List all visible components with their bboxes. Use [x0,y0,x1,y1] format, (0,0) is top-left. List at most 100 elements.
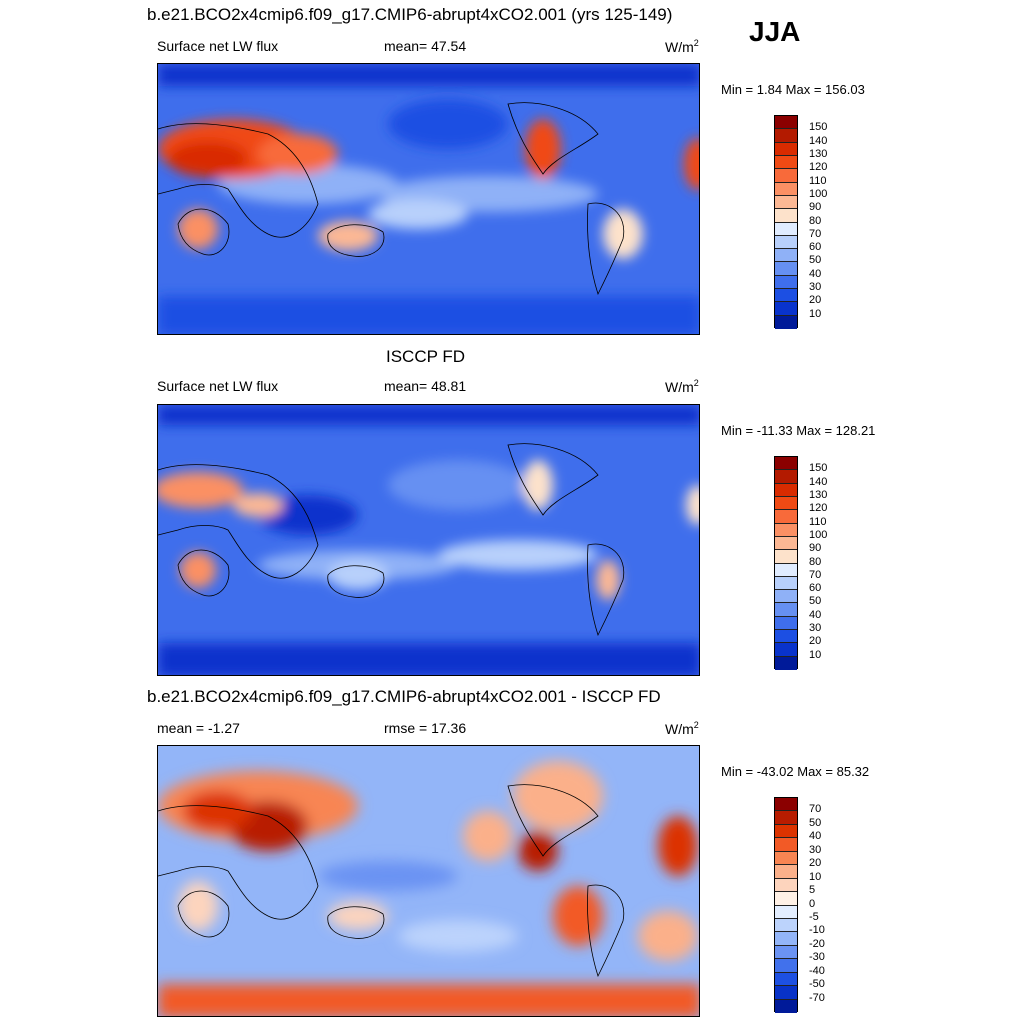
colorbar-tick-label: 50 [809,254,822,267]
colorbar-segment [775,616,797,631]
colorbar-tick-label: 40 [809,267,822,280]
colorbar-tick-label: 150 [809,462,828,475]
panel3-rmse-label: rmse = 17.36 [384,720,467,736]
colorbar-tick-label: 60 [809,582,822,595]
colorbar-segment [775,838,797,852]
panel2-units: W/m2 [665,378,699,395]
colorbar-tick-label: 5 [809,884,816,897]
colorbar-segment [775,222,797,236]
colorbar-segment [775,275,797,290]
colorbar-segment [775,590,797,604]
colorbar-tick-label: 110 [809,515,827,528]
panel3-mean-label: mean = -1.27 [157,720,240,736]
colorbar-tick-label: 10 [809,648,822,661]
colorbar-segment [775,824,797,839]
colorbar-tick-label: 140 [809,475,828,488]
colorbar-tick-label: 80 [809,555,822,568]
panel2-colorbar [774,456,798,670]
colorbar-segment [775,798,797,812]
colorbar-segment [775,932,797,946]
colorbar-tick-label: 20 [809,294,822,307]
colorbar-segment [775,878,797,893]
colorbar-tick-label: 20 [809,857,822,870]
colorbar-tick-label: 30 [809,281,822,294]
colorbar-segment [775,918,797,933]
colorbar-tick-label: 100 [809,187,828,200]
panel3-minmax: Min = -43.02 Max = 85.32 [721,764,870,779]
colorbar-segment [775,865,797,879]
colorbar-segment [775,169,797,183]
colorbar-tick-label: 80 [809,214,822,227]
colorbar-segment [775,851,797,866]
colorbar-tick-label: 30 [809,622,822,635]
panel1-mean-label: mean= 47.54 [384,38,467,54]
colorbar-segment [775,182,797,196]
colorbar-segment [775,892,797,906]
colorbar-tick-label: 70 [809,568,822,581]
colorbar-segment [775,656,797,670]
colorbar-segment [775,523,797,537]
colorbar-tick-label: -30 [809,951,825,964]
panel1-map [157,63,700,335]
colorbar-tick-label: 30 [809,843,822,856]
colorbar-segment [775,905,797,919]
colorbar-segment [775,945,797,960]
colorbar-tick-label: 20 [809,635,822,648]
colorbar-tick-label: -20 [809,937,825,950]
panel1-units: W/m2 [665,38,699,55]
colorbar-segment [775,142,797,156]
colorbar-segment [775,195,797,210]
colorbar-tick-label: 10 [809,870,822,883]
panel2-title: ISCCP FD [386,347,466,366]
season-label: JJA [749,16,801,47]
colorbar-segment [775,249,797,263]
colorbar-segment [775,986,797,1000]
colorbar-tick-label: 50 [809,816,822,829]
colorbar-segment [775,563,797,577]
panel1-title: b.e21.BCO2x4cmip6.f09_g17.CMIP6-abrupt4x… [147,5,673,24]
colorbar-segment [775,603,797,617]
colorbar-segment [775,209,797,223]
colorbar-tick-label: 150 [809,121,828,134]
colorbar-tick-label: 90 [809,201,822,214]
colorbar-tick-label: 60 [809,241,822,254]
colorbar-segment [775,496,797,511]
colorbar-tick-label: 90 [809,542,822,555]
colorbar-tick-label: 70 [809,227,822,240]
colorbar-segment [775,470,797,484]
colorbar-tick-label: 110 [809,174,827,187]
panel2-minmax: Min = -11.33 Max = 128.21 [721,423,876,438]
panel1-minmax: Min = 1.84 Max = 156.03 [721,82,865,97]
panel2-variable-label: Surface net LW flux [157,378,279,394]
colorbar-segment [775,262,797,276]
colorbar-segment [775,315,797,329]
colorbar-tick-label: 130 [809,488,828,501]
colorbar-tick-label: 0 [809,897,816,910]
colorbar-segment [775,457,797,471]
colorbar-tick-label: 10 [809,307,822,320]
colorbar-tick-label: -70 [809,991,825,1004]
colorbar-tick-label: 140 [809,134,828,147]
panel1-colorbar [774,115,798,329]
colorbar-segment [775,643,797,657]
colorbar-tick-label: 40 [809,830,822,843]
panel1-variable-label: Surface net LW flux [157,38,279,54]
colorbar-tick-label: -40 [809,964,825,977]
colorbar-segment [775,536,797,551]
panel2-map [157,404,700,676]
colorbar-tick-label: 40 [809,608,822,621]
colorbar-segment [775,972,797,987]
colorbar-segment [775,155,797,170]
colorbar-tick-label: -10 [809,924,825,937]
colorbar-tick-label: -50 [809,978,825,991]
panel3-map [157,745,700,1017]
colorbar-segment [775,129,797,143]
colorbar-segment [775,630,797,644]
panel3-colorbar [774,797,798,1013]
colorbar-segment [775,289,797,303]
panel3-units: W/m2 [665,720,699,737]
colorbar-tick-label: 120 [809,161,828,174]
colorbar-segment [775,302,797,316]
colorbar-segment [775,510,797,524]
colorbar-segment [775,999,797,1013]
